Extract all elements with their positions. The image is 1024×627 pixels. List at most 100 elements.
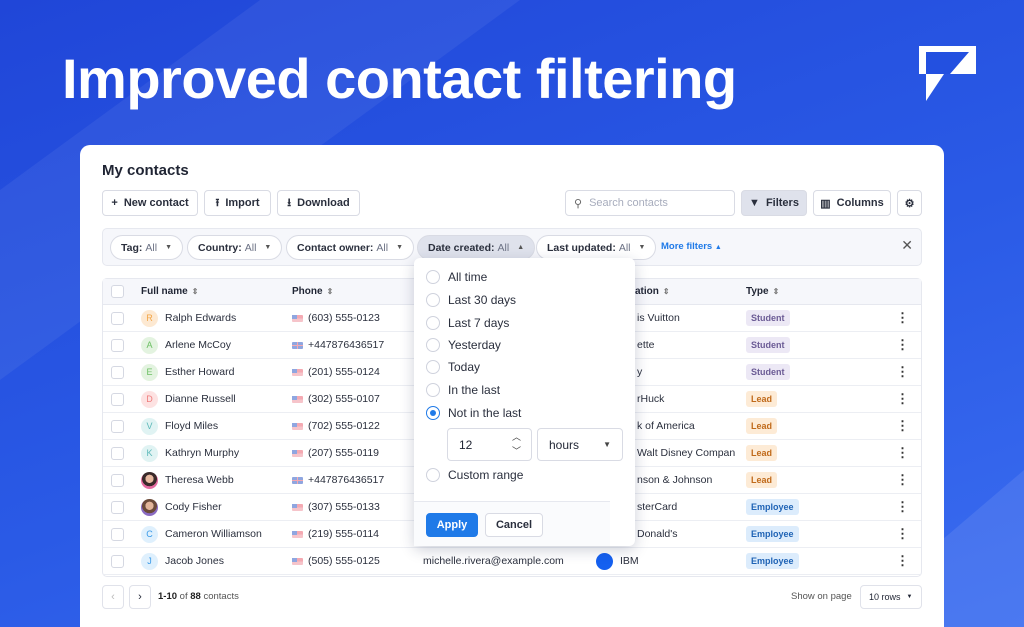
- more-actions-icon[interactable]: ⋮: [896, 445, 909, 460]
- filter-country[interactable]: Country: All ▼: [187, 235, 283, 260]
- plus-icon: +: [111, 197, 118, 209]
- radio-button[interactable]: [426, 406, 440, 420]
- radio-button[interactable]: [426, 316, 440, 330]
- contact-name[interactable]: Dianne Russell: [165, 393, 236, 405]
- phone: (207) 555-0119: [308, 447, 380, 459]
- contact-name[interactable]: Cody Fisher: [165, 501, 222, 513]
- show-on-page-label: Show on page: [791, 591, 852, 602]
- unit-select[interactable]: hours ▼: [537, 428, 623, 461]
- flag-uk-icon: [292, 341, 303, 349]
- new-contact-button[interactable]: + New contact: [102, 190, 198, 216]
- more-actions-icon[interactable]: ⋮: [896, 337, 909, 352]
- contact-name[interactable]: Jacob Jones: [165, 555, 224, 567]
- table-row[interactable]: C Cameron Williamson (219) 555-0114 Donal…: [103, 521, 921, 548]
- radio-button[interactable]: [426, 338, 440, 352]
- date-option[interactable]: In the last: [426, 383, 500, 397]
- next-page-button[interactable]: ›: [129, 585, 151, 609]
- contact-name[interactable]: Esther Howard: [165, 366, 235, 378]
- date-option[interactable]: Today: [426, 360, 480, 374]
- filter-date-created[interactable]: Date created: All ▲: [417, 235, 536, 260]
- contact-name[interactable]: Ralph Edwards: [165, 312, 237, 324]
- type-badge: Lead: [746, 418, 778, 434]
- avatar: J: [141, 552, 158, 570]
- columns-icon: ▥: [820, 197, 831, 210]
- contact-name[interactable]: Cameron Williamson: [165, 528, 262, 540]
- columns-button[interactable]: ▥ Columns: [813, 190, 891, 216]
- row-checkbox[interactable]: [111, 500, 124, 514]
- date-option[interactable]: Not in the last: [426, 406, 521, 420]
- filter-bar: Tag: All ▼ Country: All ▼ Contact owner: All ▼…: [102, 228, 922, 266]
- more-actions-icon[interactable]: ⋮: [896, 526, 909, 541]
- row-checkbox[interactable]: [111, 473, 124, 487]
- select-all-checkbox[interactable]: [111, 285, 124, 298]
- type-badge: Employee: [746, 553, 799, 569]
- amount-stepper[interactable]: 12 ︿ ﹀: [447, 428, 532, 461]
- row-checkbox[interactable]: [111, 392, 124, 406]
- header-phone[interactable]: Phone ⇕: [292, 286, 334, 297]
- caret-down-icon: ▼: [906, 594, 913, 600]
- close-filters-icon[interactable]: ✕: [901, 237, 913, 253]
- organization: Donald's: [637, 528, 678, 540]
- radio-button[interactable]: [426, 270, 440, 284]
- avatar: A: [141, 336, 158, 354]
- stepper-arrows-icon[interactable]: ︿ ﹀: [511, 432, 521, 456]
- organization: IBM: [620, 555, 639, 567]
- organization: y: [637, 366, 643, 378]
- table-row[interactable]: J Jacob Jones (505) 555-0125 michelle.riv…: [103, 548, 921, 575]
- more-actions-icon[interactable]: ⋮: [896, 391, 909, 406]
- row-checkbox[interactable]: [111, 419, 124, 433]
- radio-button[interactable]: [426, 360, 440, 374]
- flag-us-icon: [292, 368, 303, 376]
- date-option[interactable]: Last 7 days: [426, 316, 509, 330]
- organization: ette: [637, 339, 655, 351]
- radio-button[interactable]: [426, 293, 440, 307]
- organization: sterCard: [637, 501, 678, 513]
- header-type[interactable]: Type ⇕: [746, 286, 780, 297]
- date-option[interactable]: Yesterday: [426, 338, 501, 352]
- more-filters-link[interactable]: More filters ▲: [661, 241, 722, 252]
- radio-button[interactable]: [426, 383, 440, 397]
- date-option[interactable]: Last 30 days: [426, 293, 516, 307]
- date-option[interactable]: Custom range: [426, 468, 523, 482]
- header-full-name[interactable]: Full name ⇕: [141, 286, 199, 297]
- header-organization[interactable]: ation ⇕: [635, 286, 670, 297]
- organization: k of America: [637, 420, 695, 432]
- row-checkbox[interactable]: [111, 311, 124, 325]
- contact-name[interactable]: Arlene McCoy: [165, 339, 231, 351]
- apply-button[interactable]: Apply: [426, 513, 478, 537]
- contact-name[interactable]: Floyd Miles: [165, 420, 219, 432]
- contact-name[interactable]: Kathryn Murphy: [165, 447, 240, 459]
- more-actions-icon[interactable]: ⋮: [896, 364, 909, 379]
- sort-icon: ⇕: [662, 287, 670, 296]
- radio-button[interactable]: [426, 468, 440, 482]
- filters-button[interactable]: ▼ Filters: [741, 190, 807, 216]
- phone: (603) 555-0123: [308, 312, 380, 324]
- filter-contact-owner[interactable]: Contact owner: All ▼: [286, 235, 415, 260]
- filter-last-updated[interactable]: Last updated: All ▼: [536, 235, 657, 260]
- rows-per-page-select[interactable]: 10 rows ▼: [860, 585, 922, 609]
- prev-page-button[interactable]: ‹: [102, 585, 124, 609]
- settings-button[interactable]: ⚙: [897, 190, 922, 216]
- more-actions-icon[interactable]: ⋮: [896, 553, 909, 568]
- more-actions-icon[interactable]: ⋮: [896, 472, 909, 487]
- search-field[interactable]: ⚲: [565, 190, 735, 216]
- filter-tag[interactable]: Tag: All ▼: [110, 235, 183, 260]
- type-badge: Student: [746, 364, 790, 380]
- row-checkbox[interactable]: [111, 446, 124, 460]
- more-actions-icon[interactable]: ⋮: [896, 499, 909, 514]
- flag-uk-icon: [292, 476, 303, 484]
- more-actions-icon[interactable]: ⋮: [896, 310, 909, 325]
- row-checkbox[interactable]: [111, 338, 124, 352]
- row-checkbox[interactable]: [111, 554, 124, 568]
- import-button[interactable]: ⭱ Import: [204, 190, 271, 216]
- more-actions-icon[interactable]: ⋮: [896, 418, 909, 433]
- row-checkbox[interactable]: [111, 365, 124, 379]
- cancel-button[interactable]: Cancel: [485, 513, 543, 537]
- organization: rHuck: [637, 393, 665, 405]
- date-option[interactable]: All time: [426, 270, 487, 284]
- contact-name[interactable]: Theresa Webb: [165, 474, 234, 486]
- search-input[interactable]: [589, 197, 720, 209]
- row-checkbox[interactable]: [111, 527, 124, 541]
- sort-icon: ⇕: [772, 287, 780, 296]
- download-button[interactable]: ⭳ Download: [277, 190, 360, 216]
